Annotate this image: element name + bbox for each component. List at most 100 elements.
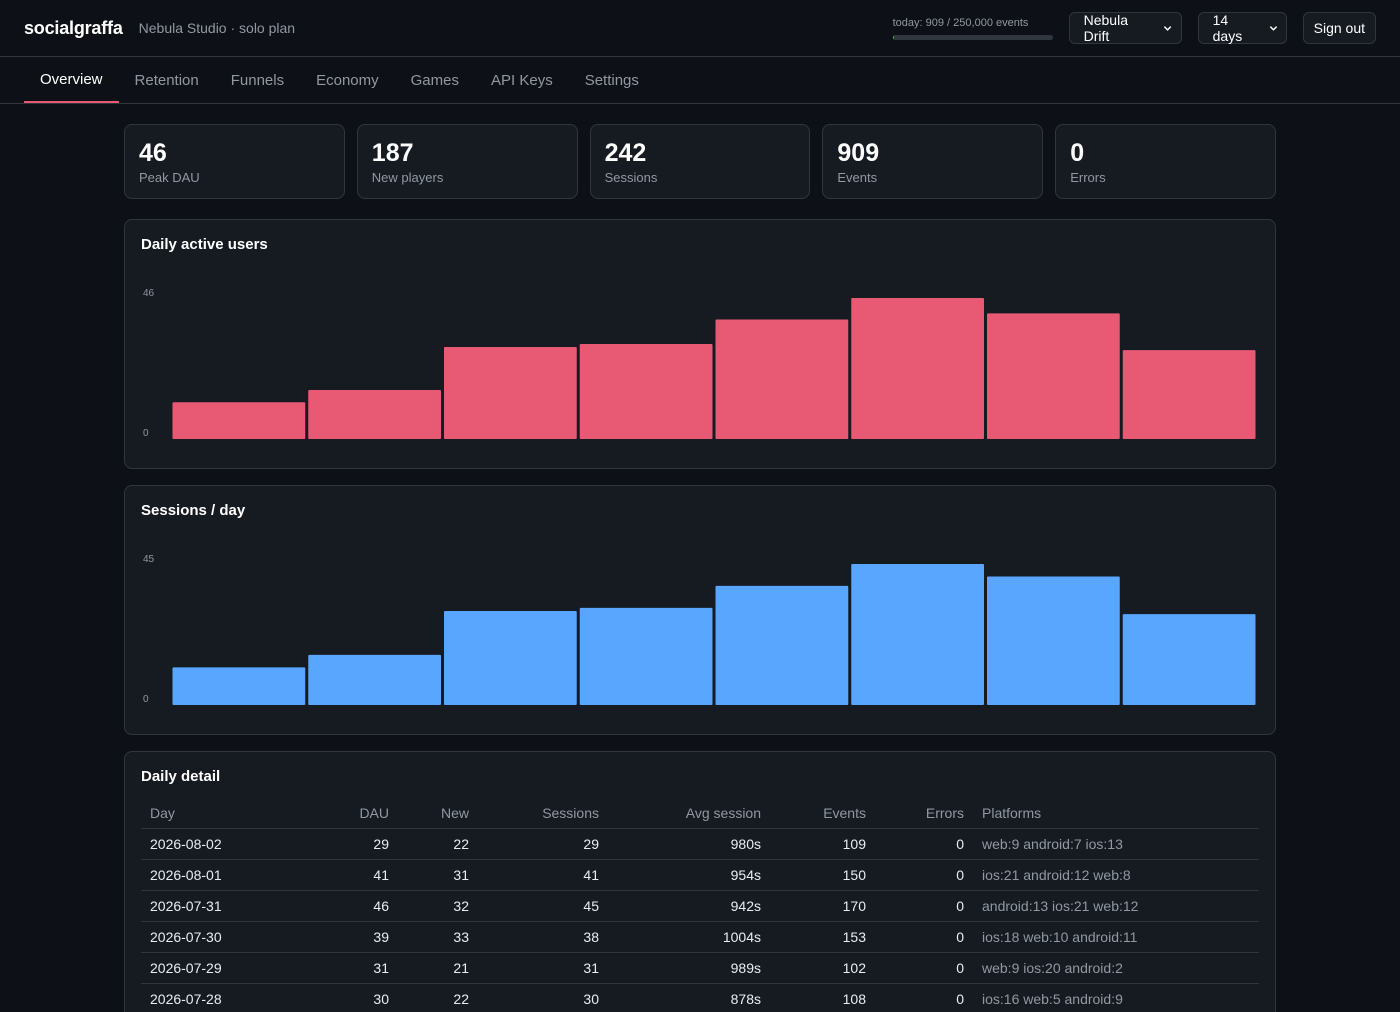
y-tick-label: 0 — [143, 428, 149, 439]
stat-label: Errors — [1070, 169, 1106, 185]
range-select[interactable]: 14 days — [1197, 12, 1287, 44]
cell-sessions: 38 — [478, 921, 608, 953]
table-row[interactable]: 2026-08-02 29 22 29 980s 109 0 web:9 android:7 … — [141, 828, 1259, 860]
table-row[interactable]: 2026-07-31 46 32 45 942s 170 0 android:13 ios:2… — [141, 890, 1259, 922]
cell-platforms: ios:18 web:10 android:11 — [973, 921, 1259, 953]
chart-bar[interactable] — [987, 576, 1120, 705]
cell-avg-session: 1004s — [608, 921, 770, 953]
cell-day: 2026-07-31 — [141, 890, 248, 922]
column-header-dau[interactable]: DAU — [248, 805, 398, 829]
stat-value: 0 — [1070, 139, 1085, 167]
chart-bar[interactable] — [851, 564, 984, 705]
cell-avg-session: 878s — [608, 983, 770, 1012]
cell-sessions: 45 — [478, 890, 608, 922]
cell-platforms: ios:16 web:5 android:9 — [973, 983, 1259, 1012]
cell-day: 2026-08-01 — [141, 859, 248, 891]
chart-bar[interactable] — [308, 389, 441, 439]
org-plan-label: Nebula Studio · solo plan — [138, 20, 296, 36]
tab-api-keys[interactable]: API Keys — [491, 71, 553, 89]
chart-bar[interactable] — [987, 313, 1120, 439]
dau-chart-svg: 46007-2607-2707-2807-2907-3007-3108-0108… — [143, 288, 1256, 439]
column-header-avg-session[interactable]: Avg session — [608, 805, 770, 829]
cell-platforms: android:13 ios:21 web:12 — [973, 890, 1259, 922]
table-title: Daily detail — [141, 768, 221, 785]
cell-dau: 39 — [248, 921, 398, 953]
chart-bar[interactable] — [1122, 350, 1256, 439]
event-quota: today: 909 / 250,000 events — [892, 16, 1053, 40]
tab-bar: Overview Retention Funnels Economy Games… — [0, 57, 1400, 104]
tab-retention[interactable]: Retention — [134, 71, 199, 89]
sign-out-button[interactable]: Sign out — [1302, 12, 1376, 44]
game-select[interactable]: Nebula Drift — [1068, 12, 1182, 44]
cell-day: 2026-07-28 — [141, 983, 248, 1012]
chart-bar[interactable] — [308, 654, 441, 705]
table-row[interactable]: 2026-07-30 39 33 38 1004s 153 0 ios:18 web:10 a… — [141, 921, 1259, 953]
chart-bar[interactable] — [172, 402, 306, 439]
chart-bar[interactable] — [444, 347, 577, 439]
column-header-events[interactable]: Events — [770, 805, 875, 829]
cell-day: 2026-08-02 — [141, 828, 248, 860]
column-header-day[interactable]: Day — [141, 805, 248, 829]
brand-logo[interactable]: socialgraffa — [24, 17, 123, 38]
column-header-platforms[interactable]: Platforms — [973, 805, 1259, 829]
tab-overview[interactable]: Overview — [24, 57, 119, 103]
stat-cards: 46 Peak DAU 187 New players 242 Sessions… — [124, 124, 1276, 199]
chart-bar[interactable] — [1122, 614, 1256, 705]
tab-games[interactable]: Games — [410, 71, 459, 89]
cell-dau: 41 — [248, 859, 398, 891]
chart-bar[interactable] — [579, 607, 713, 705]
daily-detail-table: Day DAU New Sessions Avg session Events … — [141, 805, 1259, 1012]
table-body: 2026-08-02 29 22 29 980s 109 0 web:9 android:7 … — [141, 828, 1259, 1012]
tab-settings[interactable]: Settings — [584, 71, 639, 89]
table-row[interactable]: 2026-07-29 31 21 31 989s 102 0 web:9 ios:20 and… — [141, 952, 1259, 984]
cell-dau: 30 — [248, 983, 398, 1012]
cell-sessions: 41 — [478, 859, 608, 891]
stat-card-events: 909 Events — [822, 124, 1044, 199]
chart-bar[interactable] — [715, 585, 849, 705]
chart-bar[interactable] — [444, 611, 577, 705]
column-header-sessions[interactable]: Sessions — [478, 805, 608, 829]
y-tick-label: 0 — [143, 694, 149, 705]
tab-economy[interactable]: Economy — [316, 71, 379, 89]
dau-chart: 46007-2607-2707-2807-2907-3007-3108-0108… — [141, 253, 1259, 443]
chart-bar[interactable] — [579, 343, 713, 439]
quota-bar — [892, 34, 1053, 40]
cell-avg-session: 942s — [608, 890, 770, 922]
cell-sessions: 29 — [478, 828, 608, 860]
stat-card-peak-dau: 46 Peak DAU — [124, 124, 345, 199]
stat-value: 909 — [837, 139, 880, 167]
quota-text: today: 909 / 250,000 events — [892, 16, 1029, 29]
quota-bar-fill — [892, 34, 894, 40]
stat-label: Events — [837, 169, 878, 185]
table-row[interactable]: 2026-08-01 41 31 41 954s 150 0 ios:21 android:1… — [141, 859, 1259, 891]
cell-sessions: 30 — [478, 983, 608, 1012]
cell-new: 31 — [398, 859, 478, 891]
chart-bar[interactable] — [172, 667, 306, 705]
cell-sessions: 31 — [478, 952, 608, 984]
cell-dau: 31 — [248, 952, 398, 984]
table-row[interactable]: 2026-07-28 30 22 30 878s 108 0 ios:16 web:5 and… — [141, 983, 1259, 1012]
chart-bar[interactable] — [851, 298, 984, 439]
sessions-chart: 45007-2607-2707-2807-2907-3007-3108-0108… — [141, 519, 1259, 709]
sessions-chart-card: Sessions / day 45007-2607-2707-2807-2907… — [124, 485, 1276, 735]
tab-funnels[interactable]: Funnels — [230, 71, 285, 89]
cell-events: 150 — [770, 859, 875, 891]
column-header-errors[interactable]: Errors — [875, 805, 973, 829]
cell-avg-session: 989s — [608, 952, 770, 984]
chart-bar[interactable] — [715, 319, 849, 439]
cell-platforms: web:9 android:7 ios:13 — [973, 828, 1259, 860]
cell-dau: 29 — [248, 828, 398, 860]
stat-card-errors: 0 Errors — [1055, 124, 1276, 199]
cell-avg-session: 980s — [608, 828, 770, 860]
range-select-value: 14 days — [1212, 12, 1243, 44]
stat-value: 187 — [371, 139, 414, 167]
cell-new: 21 — [398, 952, 478, 984]
chart-title: Sessions / day — [141, 502, 246, 519]
cell-events: 153 — [770, 921, 875, 953]
daily-detail-card: Daily detail Day DAU New Sessions Avg se… — [124, 751, 1276, 1012]
column-header-new[interactable]: New — [398, 805, 478, 829]
cell-platforms: ios:21 android:12 web:8 — [973, 859, 1259, 891]
cell-events: 108 — [770, 983, 875, 1012]
cell-events: 109 — [770, 828, 875, 860]
stat-card-new-players: 187 New players — [356, 124, 578, 199]
